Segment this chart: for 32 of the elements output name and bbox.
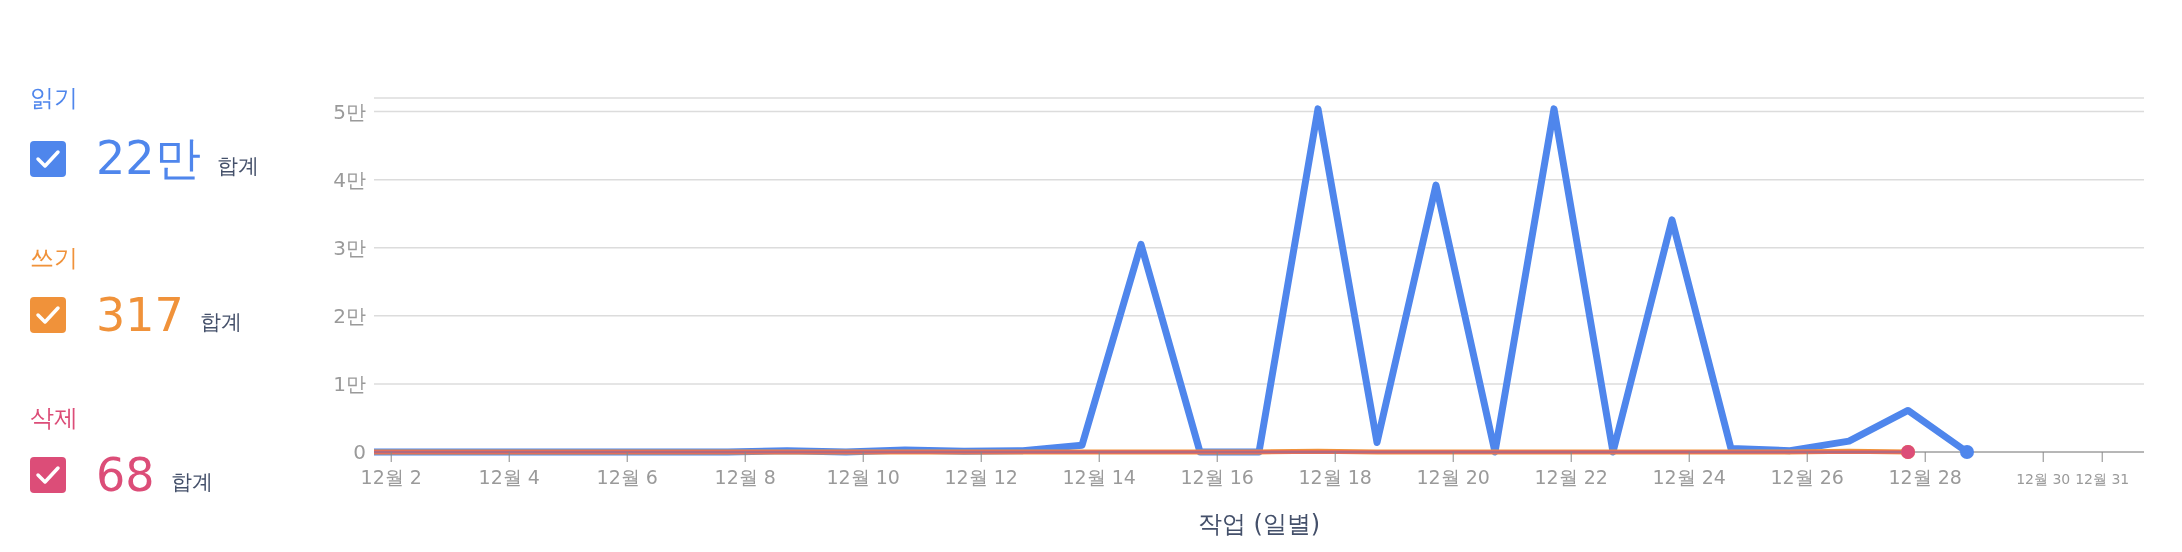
x-tick-label: 12월 2 — [360, 466, 422, 488]
y-tick-label: 5만 — [333, 99, 366, 124]
x-tick-label: 12월 8 — [714, 466, 776, 488]
text: 합계 — [199, 309, 242, 336]
text: 삭제 — [30, 403, 79, 434]
x-tick-label: 12월 14 — [1062, 466, 1136, 488]
y-tick-label: 2만 — [333, 303, 366, 328]
text: 쓰기 — [30, 243, 79, 274]
x-tick-label: 12월 20 — [1416, 466, 1490, 488]
x-tick-label: 12월 18 — [1298, 466, 1372, 488]
y-tick-label: 3만 — [333, 235, 366, 260]
text: 22만 — [96, 131, 201, 185]
y-tick-label: 0 — [353, 440, 366, 465]
text: 읽기 — [30, 83, 79, 114]
text: 317 — [96, 288, 184, 342]
x-axis-title: 작업 (일별) — [1196, 509, 1322, 540]
x-tick-label: 12월 6 — [596, 466, 658, 488]
x-tick-label: 12월 26 — [1770, 466, 1844, 488]
y-tick-label: 4만 — [333, 167, 366, 192]
y-tick-label: 1만 — [333, 372, 366, 397]
x-tick-label: 12월 10 — [826, 466, 900, 488]
x-tick-label: 12월 16 — [1180, 466, 1254, 488]
text: 68 — [96, 448, 155, 502]
text: 합계 — [170, 469, 213, 496]
x-tick-label: 12월 28 — [1888, 466, 1962, 488]
x-tick-label: 12월 24 — [1652, 466, 1726, 488]
x-tick-label: 12월 12 — [944, 466, 1018, 488]
text: 합계 — [216, 153, 259, 180]
x-tick-label: 12월 22 — [1534, 466, 1608, 488]
x-tick-label: 12월 4 — [478, 466, 540, 488]
x-tick-label: 12월 31 — [2075, 471, 2130, 487]
x-tick-label: 12월 30 — [2016, 471, 2071, 487]
